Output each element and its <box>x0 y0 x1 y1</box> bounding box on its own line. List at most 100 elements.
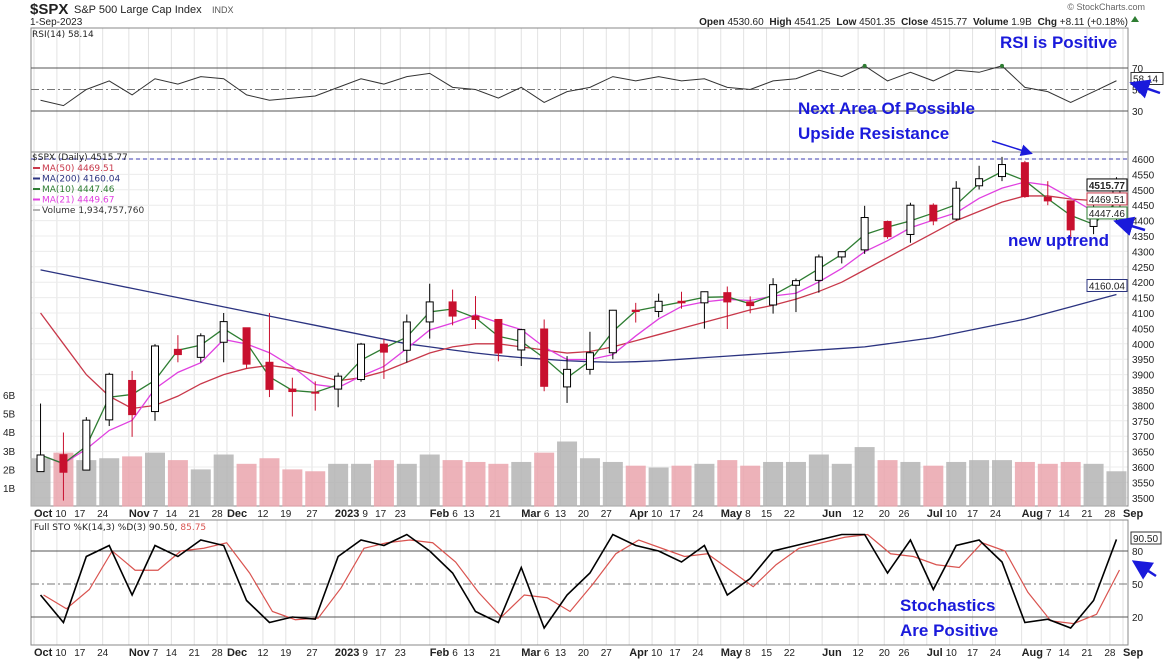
candle <box>425 283 434 339</box>
x-tick-label: Aug <box>1022 647 1043 659</box>
exchange: INDX <box>212 5 234 15</box>
price-tick-label: 4300 <box>1132 247 1155 258</box>
candle-body <box>585 352 594 370</box>
ma200-last-label: 4160.04 <box>1089 282 1126 293</box>
volume-bar <box>442 460 463 507</box>
annotation-stochastics-line1: Stochastics <box>900 596 995 615</box>
candle-body <box>746 301 755 307</box>
candle <box>173 335 182 363</box>
price-tick-label: 4350 <box>1132 232 1155 243</box>
x-tick-label: 17 <box>375 648 387 659</box>
x-tick-label: 24 <box>97 509 109 520</box>
volume-bar <box>1083 463 1104 507</box>
x-tick-label: 17 <box>375 509 387 520</box>
volume-bar <box>351 463 372 507</box>
x-tick-label: 19 <box>280 509 292 520</box>
candle-body <box>769 284 778 306</box>
x-tick-label: 15 <box>761 509 773 520</box>
axes: Oct 10 17 24 Nov 7 14 21 28 Dec 12 19 27 2023 9 17 23 Feb… <box>3 64 1164 659</box>
stoch-arrow-icon <box>1131 560 1157 580</box>
price-frame <box>30 151 1129 507</box>
volume-bar <box>1060 461 1081 507</box>
x-tick-label: 24 <box>990 509 1002 520</box>
price-tick-label: 3800 <box>1132 401 1155 412</box>
x-tick-label: 17 <box>74 648 86 659</box>
volume-bar <box>900 461 921 507</box>
rsi-overbought-fill <box>862 63 867 68</box>
volume-bar <box>145 452 165 507</box>
x-tick-label: Oct <box>34 647 53 659</box>
candle <box>631 302 640 323</box>
candle-body <box>517 329 526 351</box>
x-tick-label: 7 <box>153 509 159 520</box>
candle <box>585 331 594 375</box>
candle-body <box>1066 200 1075 231</box>
x-tick-label: 14 <box>1059 509 1071 520</box>
annotation-rsi-positive: RSI is Positive <box>1000 33 1117 52</box>
x-tick-label: 7 <box>1046 509 1052 520</box>
price-tick-label: 4000 <box>1132 340 1155 351</box>
panel-frames <box>30 27 1129 646</box>
x-tick-label: 6 <box>452 648 458 659</box>
annotation-stochastics-line2: Are Positive <box>900 621 998 640</box>
stoch-legend-d: 85.75 <box>180 523 206 533</box>
x-tick-label: 27 <box>601 648 613 659</box>
candle-body <box>631 309 640 312</box>
x-tick-label: 21 <box>189 648 201 659</box>
candle-body <box>311 391 320 394</box>
x-tick-label: 17 <box>669 648 681 659</box>
candle-body <box>105 373 114 421</box>
price-tick-label: 3550 <box>1132 478 1155 489</box>
candle <box>36 403 45 473</box>
legend-entry: Volume 1,934,757,760 <box>42 206 144 216</box>
volume-bar <box>419 454 440 507</box>
x-tick-label: 10 <box>55 509 67 520</box>
ma50-last-label-box <box>1086 192 1128 206</box>
candle-body <box>952 187 961 220</box>
volume-bar <box>557 441 578 507</box>
x-tick-label: 22 <box>784 648 796 659</box>
x-tick-label: Jun <box>822 647 842 659</box>
candle <box>906 202 915 243</box>
candle <box>769 278 778 314</box>
x-tick-label: 20 <box>879 648 891 659</box>
x-tick-label: 7 <box>1046 648 1052 659</box>
change-value: +8.11 (+0.18%) <box>1060 17 1128 28</box>
annotation-resistance-line1: Next Area Of Possible <box>798 99 975 118</box>
price-tick-label: 3700 <box>1132 432 1155 443</box>
price-tick-label: 4600 <box>1132 155 1155 166</box>
candle <box>402 314 411 363</box>
price-tick-label: 4200 <box>1132 278 1155 289</box>
x-tick-label: 21 <box>1081 509 1093 520</box>
x-tick-label: 20 <box>879 509 891 520</box>
x-tick-label: Feb <box>430 647 450 659</box>
x-tick-label: Nov <box>129 508 151 520</box>
candle <box>105 372 114 427</box>
x-tick-label: 19 <box>280 648 292 659</box>
candle-body <box>929 204 938 222</box>
volume-bar <box>99 458 120 507</box>
x-tick-label: 27 <box>601 509 613 520</box>
close-label: Close <box>901 17 929 28</box>
uptrend-arrow-icon <box>1113 216 1146 236</box>
candle-body <box>173 348 182 356</box>
volume-bar <box>1037 463 1058 507</box>
volume-bar <box>488 463 509 507</box>
ma200-last-label-box <box>1086 279 1128 293</box>
x-tick-label: 14 <box>166 648 178 659</box>
candle-body <box>723 292 732 303</box>
volume-bar <box>30 458 51 507</box>
price-tick-label: 4550 <box>1132 170 1155 181</box>
legend-entry: MA(10) 4447.46 <box>42 185 115 195</box>
candle <box>929 203 938 226</box>
candle-body <box>59 454 68 473</box>
x-tick-label: 15 <box>761 648 773 659</box>
legend-entry: MA(21) 4449.67 <box>42 196 114 206</box>
volume-bar <box>602 461 623 507</box>
candle-body <box>883 221 892 238</box>
x-tick-label: 13 <box>555 509 567 520</box>
x-tick-label: 10 <box>946 509 958 520</box>
candle-body <box>540 328 549 387</box>
